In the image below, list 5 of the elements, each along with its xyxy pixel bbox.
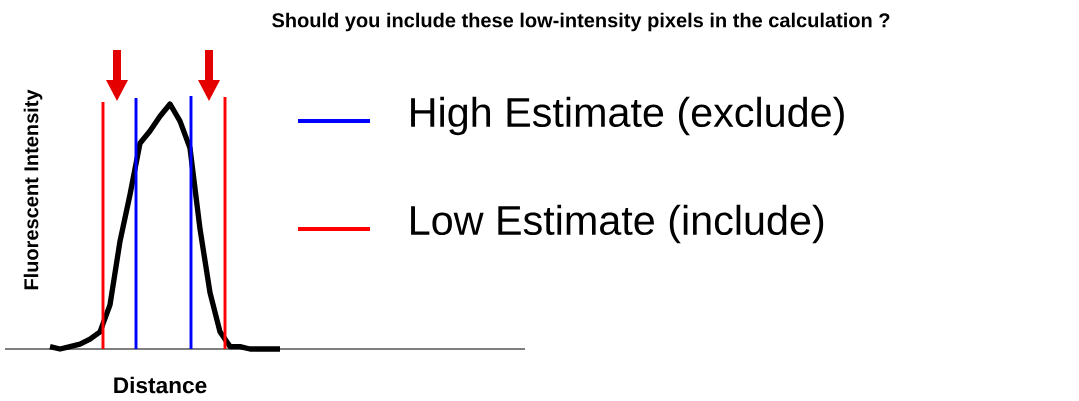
text: Low Estimate (include)	[411, 204, 824, 244]
x-axis-title: Distance	[114, 376, 207, 394]
text: Should you include these low-intensity pixels in the calculation ?	[272, 12, 890, 32]
text: High Estimate (exclude)	[411, 96, 844, 136]
y-axis-title: Fluorescent Intensity	[23, 89, 43, 290]
